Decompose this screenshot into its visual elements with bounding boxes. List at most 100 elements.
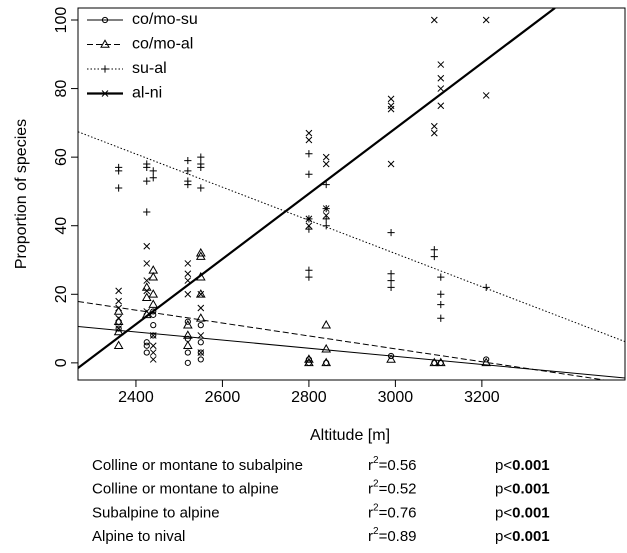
data-point [182,340,193,350]
data-point [197,356,204,363]
data-point [143,342,150,349]
p-number: 0.001 [512,457,550,474]
data-point [195,251,206,260]
data-point [197,339,204,346]
data-point [184,167,192,175]
legend-label: co/mo-su [132,11,198,28]
data-point [197,163,205,172]
data-point [143,349,150,356]
legend-label: su-al [132,60,167,77]
data-point [115,167,123,175]
r-exponent: 2 [373,502,379,513]
p-value: p<0.001 [495,504,550,521]
data-point [304,357,314,367]
data-point [149,342,157,350]
data-point [148,271,159,281]
p-value: p<0.001 [495,528,550,545]
data-point [184,290,192,298]
p-sign: p< [495,528,512,545]
r-value: =0.76 [379,504,417,521]
y-tick-label: 100 [53,7,70,34]
data-point [430,246,438,254]
p-value: p<0.001 [495,481,550,498]
data-point [113,316,124,326]
data-point [322,215,330,223]
data-point [115,314,123,322]
row-name: Colline or montane to subalpine [92,457,303,474]
stats-table: Colline or montane to subalpine r2=0.56 p<… [92,455,550,545]
data-point [143,177,151,185]
data-point [429,357,440,367]
data-point [150,308,157,315]
data-point [197,349,204,356]
plot-area [78,8,625,380]
data-point [197,304,205,312]
data-point [322,160,330,168]
fit-line [78,300,608,380]
data-point [321,357,332,367]
data-point [305,170,313,178]
y-tick-label: 40 [53,217,70,235]
data-point [305,215,313,223]
data-point [115,297,123,305]
data-point [387,270,395,278]
legend-marker [101,65,109,73]
data-point [482,92,490,99]
data-point [483,356,490,363]
data-point [430,122,438,130]
r-squared: r2=0.76 [368,502,417,521]
x-tick-label: 2800 [291,389,327,406]
data-point [195,247,206,257]
data-point [184,318,191,325]
data-point [435,357,446,367]
plot-frame [77,7,626,381]
data-point [115,325,123,332]
r-squared: r2=0.52 [368,478,417,497]
data-point [322,205,330,212]
data-point [322,212,330,219]
r-exponent: 2 [373,455,379,466]
data-point [197,184,205,192]
data-point [197,322,204,329]
data-point [184,359,191,366]
r-value: =0.52 [379,481,417,498]
r-value: =0.56 [379,457,417,474]
data-point [141,282,152,291]
y-axis-label: Proportion of species [13,119,30,269]
data-point [430,252,438,261]
x-tick-label: 2600 [205,389,241,406]
data-point [386,354,396,363]
x-axis-label: Altitude [m] [310,427,390,444]
data-point [150,322,157,329]
data-point [437,74,445,82]
data-point [321,343,332,353]
data-point [182,330,193,339]
data-point [197,349,205,356]
data-point [437,314,445,322]
data-point [148,289,159,298]
data-point [195,289,206,298]
x-tick-label: 3000 [378,389,414,406]
p-sign: p< [495,481,512,498]
legend-label: al-ni [132,85,162,102]
data-point [321,319,332,329]
data-point [437,300,445,309]
data-point [143,339,150,346]
data-point [305,136,313,144]
data-point [322,180,330,189]
p-value: p<0.001 [495,457,550,474]
data-point [143,208,151,216]
data-point [143,287,151,295]
data-point [437,273,445,281]
data-point [149,167,157,175]
data-point [322,153,330,161]
y-tick-label: 0 [53,358,70,367]
r-symbol: r [368,528,373,545]
data-point [184,260,192,267]
data-point [113,340,124,350]
p-sign: p< [495,504,512,521]
fit-line [78,8,556,369]
r-exponent: 2 [373,526,379,537]
r-symbol: r [368,457,373,474]
